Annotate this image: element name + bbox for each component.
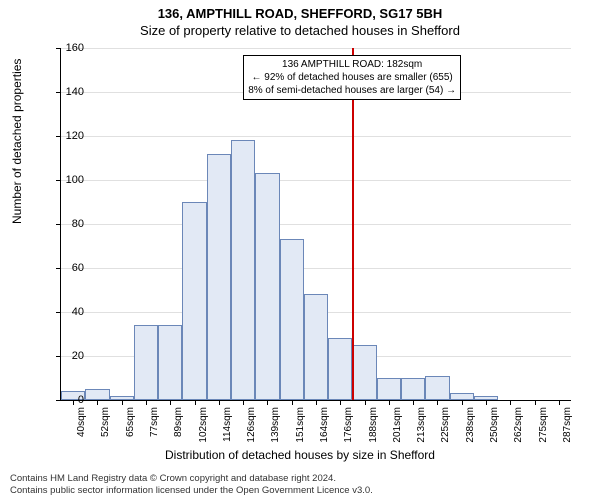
footer-text: Contains HM Land Registry data © Crown c…	[10, 473, 373, 496]
xtick-mark	[267, 400, 268, 405]
gridline	[61, 224, 571, 225]
histogram-bar	[182, 202, 206, 400]
xtick-label: 77sqm	[149, 407, 160, 437]
annotation-box: 136 AMPTHILL ROAD: 182sqm ← 92% of detach…	[243, 55, 461, 100]
histogram-bar	[328, 338, 352, 400]
histogram-bar	[401, 378, 425, 400]
marker-line	[352, 48, 354, 400]
xtick-mark	[462, 400, 463, 405]
histogram-bar	[158, 325, 182, 400]
xtick-mark	[146, 400, 147, 405]
histogram-bar	[85, 389, 109, 400]
xtick-mark	[316, 400, 317, 405]
xtick-label: 52sqm	[100, 407, 111, 437]
xtick-mark	[510, 400, 511, 405]
x-axis-label: Distribution of detached houses by size …	[0, 448, 600, 462]
xtick-label: 65sqm	[125, 407, 136, 437]
histogram-bar	[352, 345, 376, 400]
xtick-mark	[389, 400, 390, 405]
xtick-mark	[437, 400, 438, 405]
xtick-label: 164sqm	[319, 407, 330, 443]
xtick-label: 89sqm	[173, 407, 184, 437]
histogram-bar	[255, 173, 279, 400]
histogram-bar	[425, 376, 449, 400]
xtick-label: 201sqm	[392, 407, 403, 443]
gridline	[61, 268, 571, 269]
annotation-line3: 8% of semi-detached houses are larger (5…	[248, 85, 456, 96]
page-subtitle: Size of property relative to detached ho…	[0, 21, 600, 38]
histogram-bar	[304, 294, 328, 400]
xtick-label: 287sqm	[562, 407, 573, 443]
ytick-label: 80	[44, 218, 84, 230]
xtick-label: 151sqm	[295, 407, 306, 443]
gridline	[61, 180, 571, 181]
xtick-label: 176sqm	[343, 407, 354, 443]
histogram-bar	[377, 378, 401, 400]
footer-line2: Contains public sector information licen…	[10, 485, 373, 496]
plot-area: 136 AMPTHILL ROAD: 182sqm ← 92% of detach…	[60, 48, 571, 401]
page-title: 136, AMPTHILL ROAD, SHEFFORD, SG17 5BH	[0, 0, 600, 21]
histogram-bar	[450, 393, 474, 400]
xtick-mark	[559, 400, 560, 405]
gridline	[61, 136, 571, 137]
xtick-mark	[219, 400, 220, 405]
xtick-label: 250sqm	[489, 407, 500, 443]
xtick-mark	[170, 400, 171, 405]
xtick-mark	[97, 400, 98, 405]
annotation-line2: ← 92% of detached houses are smaller (65…	[252, 72, 453, 83]
histogram-bar	[231, 140, 255, 400]
xtick-label: 114sqm	[222, 407, 233, 442]
xtick-label: 213sqm	[416, 407, 427, 443]
y-axis-label: Number of detached properties	[10, 59, 24, 224]
xtick-mark	[122, 400, 123, 405]
ytick-label: 0	[44, 394, 84, 406]
footer-line1: Contains HM Land Registry data © Crown c…	[10, 473, 336, 484]
ytick-label: 120	[44, 130, 84, 142]
xtick-mark	[413, 400, 414, 405]
xtick-label: 188sqm	[368, 407, 379, 443]
xtick-mark	[486, 400, 487, 405]
ytick-label: 40	[44, 306, 84, 318]
xtick-label: 262sqm	[513, 407, 524, 443]
histogram-bar	[207, 154, 231, 400]
ytick-label: 100	[44, 174, 84, 186]
ytick-label: 160	[44, 42, 84, 54]
xtick-mark	[365, 400, 366, 405]
gridline	[61, 48, 571, 49]
chart-container: 136, AMPTHILL ROAD, SHEFFORD, SG17 5BH S…	[0, 0, 600, 500]
xtick-mark	[195, 400, 196, 405]
xtick-label: 126sqm	[246, 407, 257, 443]
xtick-label: 40sqm	[76, 407, 87, 437]
histogram-bar	[280, 239, 304, 400]
xtick-label: 238sqm	[465, 407, 476, 443]
histogram-bar	[134, 325, 158, 400]
ytick-label: 140	[44, 86, 84, 98]
xtick-mark	[292, 400, 293, 405]
xtick-label: 139sqm	[270, 407, 281, 443]
xtick-mark	[340, 400, 341, 405]
ytick-label: 60	[44, 262, 84, 274]
xtick-label: 102sqm	[198, 407, 209, 443]
xtick-label: 225sqm	[440, 407, 451, 443]
annotation-line1: 136 AMPTHILL ROAD: 182sqm	[282, 59, 422, 70]
ytick-label: 20	[44, 350, 84, 362]
xtick-mark	[535, 400, 536, 405]
xtick-mark	[243, 400, 244, 405]
xtick-label: 275sqm	[538, 407, 549, 443]
